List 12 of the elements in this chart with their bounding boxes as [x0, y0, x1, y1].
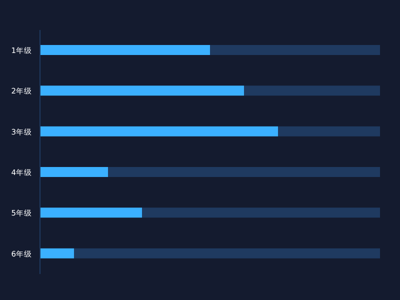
bar	[40, 86, 244, 96]
bar	[40, 45, 210, 55]
bar	[278, 126, 380, 136]
bar	[74, 248, 380, 258]
bar	[142, 208, 380, 218]
bar	[40, 208, 142, 218]
bar	[244, 86, 380, 96]
bar	[210, 45, 380, 55]
bar	[108, 167, 380, 177]
bar	[40, 167, 108, 177]
bar	[40, 248, 74, 258]
bar	[40, 126, 278, 136]
